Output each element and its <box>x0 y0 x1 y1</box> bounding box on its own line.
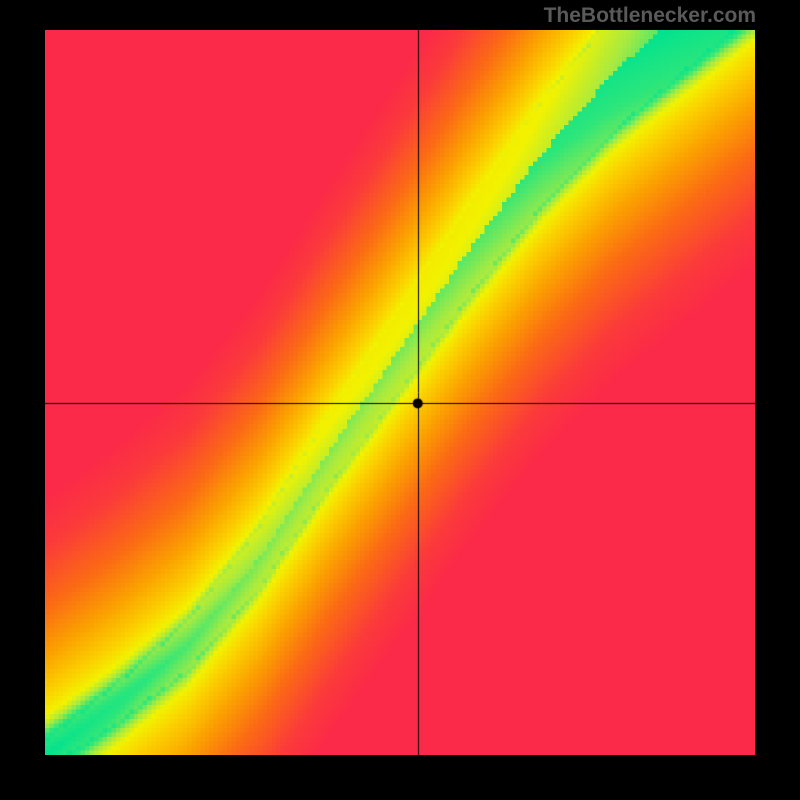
watermark-text: TheBottlenecker.com <box>544 4 756 28</box>
bottleneck-heatmap <box>45 30 755 755</box>
chart-container: TheBottlenecker.com <box>0 0 800 800</box>
